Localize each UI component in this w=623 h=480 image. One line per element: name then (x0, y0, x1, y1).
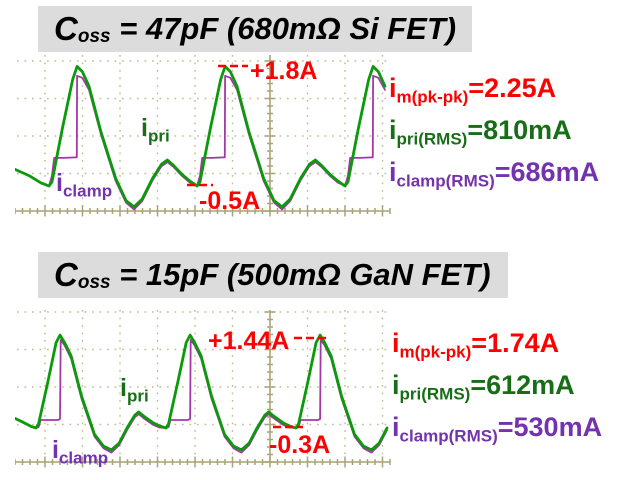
title-symbol: C (54, 10, 78, 47)
meas-subscript: clamp(RMS) (399, 426, 498, 446)
label-base: i (120, 374, 127, 402)
label-base: i (141, 114, 148, 142)
meas-value: =810mA (467, 115, 572, 145)
meas-base: i (389, 157, 397, 187)
title-subscript: oss (77, 272, 111, 293)
annotation-min-current-si: -0.5A (199, 187, 261, 215)
measurement-ipri-rms-gan: ipri(RMS)=612mA (392, 368, 602, 404)
measurement-iclamp-rms-gan: iclamp(RMS)=530mA (392, 410, 603, 446)
meas-base: i (392, 412, 400, 442)
meas-value: =612mA (470, 370, 575, 400)
meas-base: i (392, 328, 400, 358)
meas-subscript: m(pk-pk) (396, 87, 469, 107)
meas-subscript: clamp(RMS) (396, 171, 495, 191)
title-symbol: C (54, 256, 78, 293)
meas-subscript: pri(RMS) (399, 384, 471, 404)
trace-label-ipri-gan: ipri (120, 374, 149, 406)
label-subscript: pri (126, 386, 149, 406)
meas-base: i (392, 370, 400, 400)
measurement-im-pkpk-si: im(pk-pk)=2.25A (389, 71, 599, 107)
label-base: i (52, 436, 59, 464)
meas-value: =2.25A (468, 73, 557, 103)
meas-value: =530mA (497, 412, 603, 442)
label-base: i (56, 169, 63, 197)
measurement-ipri-rms-si: ipri(RMS)=810mA (389, 113, 599, 149)
annotation-peak-current-gan: +1.44A (208, 327, 290, 355)
measurement-iclamp-rms-si: iclamp(RMS)=686mA (389, 155, 600, 191)
measurement-list-si: im(pk-pk)=2.25A ipri(RMS)=810mA iclamp(R… (389, 71, 599, 197)
measurement-list-gan: im(pk-pk)=1.74A ipri(RMS)=612mA iclamp(R… (392, 326, 602, 452)
trace-label-iclamp-gan: iclamp (52, 436, 108, 468)
title-text: = 15pF (500mΩ GaN FET) (110, 257, 491, 292)
trace-label-iclamp-si: iclamp (56, 169, 112, 201)
trace-label-ipri-si: ipri (141, 114, 170, 146)
title-subscript: oss (77, 26, 111, 47)
annotation-peak-current-si: +1.8A (250, 57, 318, 85)
meas-value: =1.74A (471, 328, 560, 358)
label-subscript: pri (147, 126, 170, 146)
oscilloscope-screenshot-si (15, 55, 391, 217)
annotation-min-current-gan: -0.3A (269, 431, 331, 459)
meas-subscript: pri(RMS) (396, 129, 468, 149)
meas-base: i (389, 115, 397, 145)
title-text: = 47pF (680mΩ Si FET) (110, 11, 457, 46)
label-subscript: clamp (62, 181, 113, 201)
oscilloscope-screenshot-gan (15, 310, 391, 468)
meas-value: =686mA (494, 157, 600, 187)
meas-subscript: m(pk-pk) (399, 342, 472, 362)
meas-base: i (389, 73, 397, 103)
measurement-im-pkpk-gan: im(pk-pk)=1.74A (392, 326, 602, 362)
label-subscript: clamp (58, 448, 109, 468)
